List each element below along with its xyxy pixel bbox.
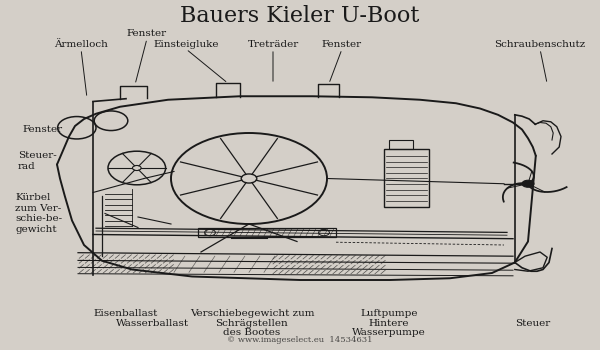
Text: Wasserpumpe: Wasserpumpe	[352, 328, 425, 337]
Circle shape	[522, 180, 534, 187]
Text: Luftpumpe: Luftpumpe	[360, 309, 418, 318]
Text: Wasserballast: Wasserballast	[116, 318, 190, 328]
Text: Bauers Kieler U-Boot: Bauers Kieler U-Boot	[181, 5, 419, 27]
Text: Schraubenschutz: Schraubenschutz	[494, 40, 586, 49]
Text: Fenster: Fenster	[127, 29, 167, 38]
Text: des Bootes: des Bootes	[223, 328, 281, 337]
Text: © www.imageselect.eu  14534631: © www.imageselect.eu 14534631	[227, 336, 373, 344]
Text: Steuer: Steuer	[515, 318, 550, 328]
Text: Einsteigluke: Einsteigluke	[153, 40, 219, 49]
Text: Fenster: Fenster	[23, 125, 63, 134]
Text: Verschiebegewicht zum: Verschiebegewicht zum	[190, 309, 314, 318]
Text: Treträder: Treträder	[247, 40, 299, 49]
Text: Fenster: Fenster	[322, 40, 362, 49]
Text: Kürbel
zum Ver-
schie­be-
gewicht: Kürbel zum Ver- schie­be- gewicht	[15, 194, 62, 233]
Text: Eisenballast: Eisenballast	[94, 309, 158, 318]
Text: Schrägstellen: Schrägstellen	[215, 318, 289, 328]
Text: Hintere: Hintere	[368, 318, 409, 328]
Text: Ärmelloch: Ärmelloch	[54, 40, 108, 49]
Text: Steuer-
rad: Steuer- rad	[18, 151, 57, 171]
